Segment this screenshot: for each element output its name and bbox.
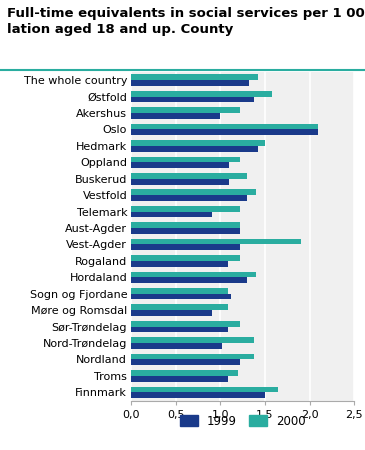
Bar — [131, 195, 247, 201]
Bar — [131, 277, 247, 283]
Bar — [131, 113, 220, 119]
Bar — [131, 97, 254, 103]
Bar — [131, 146, 258, 152]
Bar — [131, 321, 240, 327]
Text: Full-time equivalents in social services per 1 000 popu-
lation aged 18 and up. : Full-time equivalents in social services… — [7, 7, 365, 36]
Bar — [131, 222, 240, 228]
Bar — [131, 343, 222, 349]
Bar — [131, 130, 318, 135]
Bar — [131, 124, 318, 130]
Bar — [131, 157, 240, 162]
Bar — [131, 294, 231, 300]
Bar — [131, 140, 265, 146]
Bar — [131, 288, 228, 294]
Bar — [131, 271, 256, 277]
Bar — [131, 387, 278, 392]
Bar — [131, 212, 212, 217]
Bar — [131, 376, 228, 382]
Bar — [131, 360, 240, 365]
Bar — [131, 255, 240, 261]
Bar — [131, 354, 254, 360]
Legend: 1999, 2000: 1999, 2000 — [175, 410, 310, 432]
Bar — [131, 327, 228, 333]
Bar — [131, 228, 240, 234]
Bar — [131, 238, 301, 244]
Bar — [131, 91, 272, 97]
Bar — [131, 244, 240, 250]
Bar — [131, 392, 265, 398]
Bar — [131, 206, 240, 212]
Bar — [131, 80, 249, 86]
Bar — [131, 162, 229, 168]
Bar — [131, 337, 254, 343]
Bar — [131, 107, 240, 113]
Bar — [131, 179, 229, 184]
Bar — [131, 74, 258, 80]
Bar — [131, 173, 247, 179]
Bar — [131, 310, 212, 316]
Bar — [131, 370, 238, 376]
Bar — [131, 261, 228, 267]
Bar — [131, 304, 228, 310]
Bar — [131, 189, 256, 195]
